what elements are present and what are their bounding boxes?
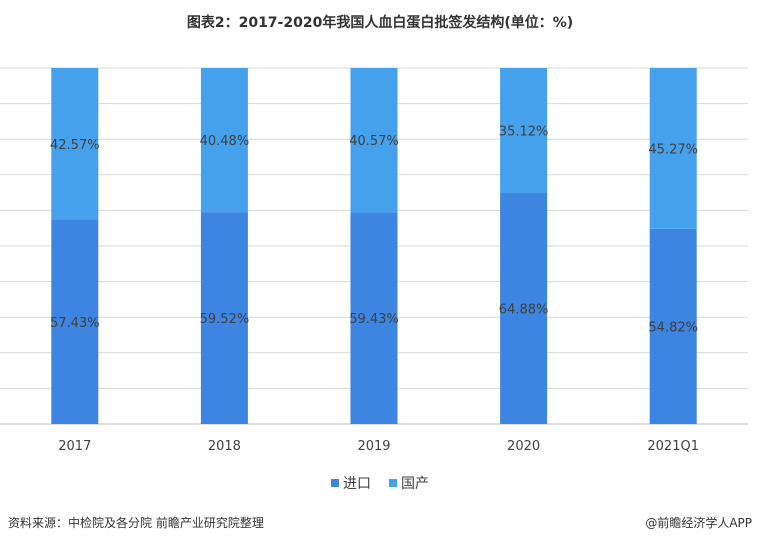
legend-item-import: 进口	[331, 473, 371, 493]
x-tick-label: 2021Q1	[647, 439, 699, 454]
data-label: 59.43%	[349, 312, 399, 327]
x-tick-label: 2017	[58, 439, 91, 454]
data-label: 59.52%	[200, 312, 250, 327]
credit-note: @前瞻经济学人APP	[645, 516, 752, 530]
bar-domestic	[51, 68, 99, 220]
data-label: 40.57%	[349, 134, 399, 149]
bar-import	[200, 212, 248, 424]
source-note: 资料来源：中检院及各分院 前瞻产业研究院整理	[8, 516, 264, 530]
x-tick-label: 2020	[507, 439, 540, 454]
data-label: 42.57%	[50, 138, 100, 153]
data-label: 64.88%	[499, 303, 549, 318]
data-label: 54.82%	[648, 320, 698, 335]
data-label: 35.12%	[499, 125, 549, 140]
chart-title: 图表2：2017-2020年我国人血白蛋白批签发结构(单位：%)	[186, 15, 574, 31]
bar-import	[649, 228, 697, 424]
bar-domestic	[500, 68, 548, 194]
bar-import	[350, 212, 398, 424]
stacked-bar-chart: 57.43% 42.57% 2017 59.52% 40.48% 2018 59.43% 40…	[0, 67, 748, 454]
legend-label-import: 进口	[343, 476, 371, 492]
bar-domestic	[649, 68, 697, 229]
data-label: 45.27%	[648, 142, 698, 157]
data-label: 57.43%	[50, 316, 100, 331]
bar-domestic	[200, 68, 248, 213]
legend: 进口 国产	[0, 473, 760, 493]
bar-import	[500, 193, 548, 424]
legend-swatch-import	[331, 479, 339, 487]
legend-swatch-domestic	[389, 479, 397, 487]
legend-item-domestic: 国产	[389, 473, 429, 493]
x-tick-label: 2018	[208, 439, 241, 454]
legend-label-domestic: 国产	[401, 476, 429, 492]
x-tick-label: 2019	[357, 439, 390, 454]
data-label: 40.48%	[200, 134, 250, 149]
bar-domestic	[350, 68, 398, 213]
bar-import	[51, 219, 99, 424]
